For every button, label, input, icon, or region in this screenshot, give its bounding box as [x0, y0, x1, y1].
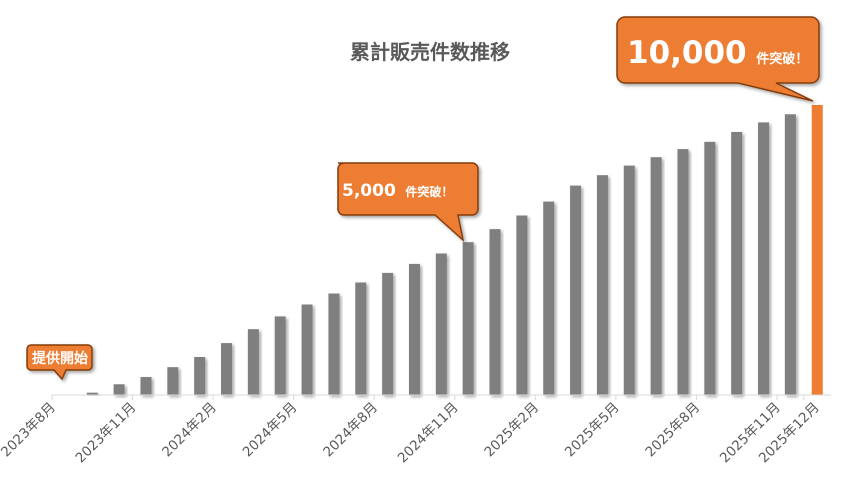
bar-2023年11月 [140, 377, 152, 395]
x-tick-label: 2025年8月 [642, 400, 703, 461]
bar-2024年1月 [194, 357, 206, 395]
bar-2025年3月 [570, 185, 582, 395]
callout-10000 [616, 16, 820, 102]
x-tick-label: 2023年8月 [0, 400, 59, 461]
bar-2025年11月 [784, 114, 796, 395]
bar-2025年6月 [650, 157, 662, 395]
callout-5000-text: 5,000 件突破！ [342, 181, 453, 201]
bar-2024年10月 [435, 253, 447, 395]
bar-2024年3月 [247, 329, 259, 395]
bar-2023年9月 [86, 392, 98, 395]
callout-5000-suffix: 件突破！ [405, 184, 453, 199]
bar-2024年11月 [462, 242, 474, 395]
bar-2025年12月 [811, 105, 823, 395]
bar-2025年7月 [677, 149, 689, 395]
callout-5000-value: 5,000 [342, 181, 396, 201]
bar-2025年5月 [623, 165, 635, 395]
bar-2024年2月 [221, 343, 233, 395]
bar-2025年2月 [543, 201, 555, 395]
x-tick-label: 2025年2月 [481, 400, 542, 461]
bar-2025年4月 [596, 175, 608, 395]
bar-2024年9月 [408, 263, 420, 395]
bar-2025年1月 [516, 215, 528, 395]
x-tick-label: 2024年2月 [159, 400, 220, 461]
bar-2025年10月 [758, 122, 770, 396]
callout-10000-text: 10,000 件突破！ [627, 35, 808, 71]
callout-10000-value: 10,000 [627, 35, 747, 71]
bar-2023年12月 [167, 367, 179, 395]
chart-title: 累計販売件数推移 [350, 40, 510, 64]
x-tick-label: 2023年11月 [73, 400, 140, 467]
bar-2024年12月 [489, 229, 501, 395]
bar-2024年5月 [301, 304, 313, 395]
callout-service-start-text: 提供開始 [32, 350, 88, 367]
callout-5000 [337, 162, 479, 243]
bar-2024年7月 [355, 282, 367, 395]
callout-10000-suffix: 件突破！ [756, 51, 808, 67]
x-tick-label: 2024年11月 [395, 400, 462, 467]
bar-2024年8月 [382, 272, 394, 395]
bar-2023年10月 [113, 384, 125, 395]
bar-2025年9月 [731, 131, 743, 395]
callout-service-start [26, 344, 93, 381]
bar-2024年6月 [328, 293, 340, 395]
x-tick-label: 2024年8月 [320, 400, 381, 461]
bar-2025年8月 [704, 141, 716, 395]
x-axis-ticks: 2023年8月 2023年11月 2024年2月 2024年5月 2024年8月 2024… [0, 395, 823, 466]
bars [86, 105, 823, 396]
x-tick-label: 2024年5月 [240, 400, 301, 461]
x-tick-label: 2025年5月 [562, 400, 623, 461]
bar-2024年4月 [274, 316, 286, 395]
